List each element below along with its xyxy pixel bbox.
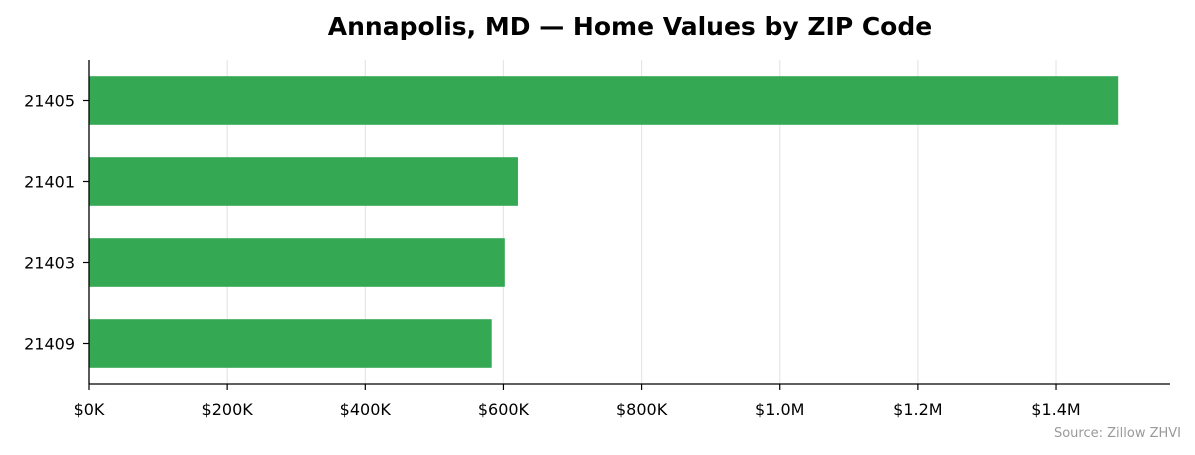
y-ticks: 21405 21401 21403 21409 [24, 92, 89, 354]
source-note: Source: Zillow ZHVI [1054, 426, 1181, 441]
bar-21401 [89, 157, 518, 206]
x-tick-label: $1.4M [1031, 400, 1080, 419]
x-ticks: $0K $200K $400K $600K $800K $1.0M $1.2M $1.4M [74, 384, 1081, 419]
y-tick-label: 21405 [24, 92, 75, 111]
bar-21409 [89, 319, 492, 368]
x-tick-label: $1.2M [893, 400, 942, 419]
y-tick-label: 21401 [24, 173, 75, 192]
bars [89, 76, 1119, 368]
axes [88, 60, 1170, 385]
x-tick-label: $600K [478, 400, 530, 419]
y-tick-label: 21403 [24, 254, 75, 273]
x-tick-label: $800K [616, 400, 668, 419]
x-tick-label: $400K [340, 400, 392, 419]
bar-21405 [89, 76, 1119, 125]
chart-title: Annapolis, MD — Home Values by ZIP Code [328, 12, 932, 41]
x-tick-label: $0K [74, 400, 105, 419]
x-tick-label: $200K [202, 400, 254, 419]
bar-21403 [89, 238, 505, 287]
y-tick-label: 21409 [24, 335, 75, 354]
x-tick-label: $1.0M [755, 400, 804, 419]
